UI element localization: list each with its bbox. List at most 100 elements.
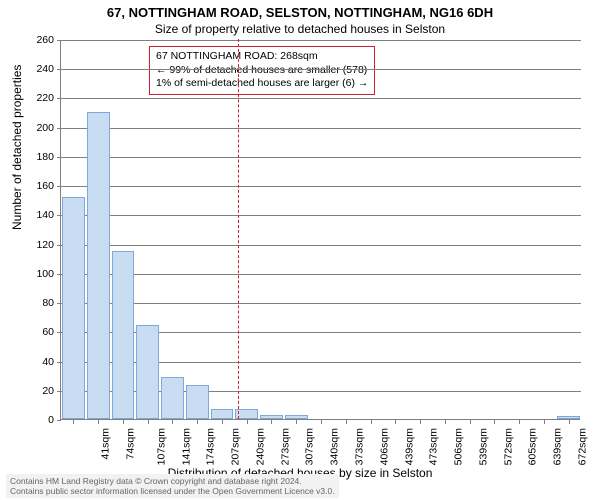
attribution-text: Contains HM Land Registry data © Crown c…: [6, 474, 339, 498]
xtick-label: 539sqm: [477, 428, 489, 465]
xtick-label: 506sqm: [452, 428, 464, 465]
xtick-mark: [172, 420, 173, 424]
ytick-label: 240: [24, 63, 54, 75]
xtick-mark: [271, 420, 272, 424]
xtick-mark: [148, 420, 149, 424]
gridline-h: [61, 128, 581, 129]
xtick-label: 672sqm: [576, 428, 588, 465]
chart-title-sub: Size of property relative to detached ho…: [0, 22, 600, 36]
annotation-line: ← 99% of detached houses are smaller (57…: [156, 64, 368, 78]
ytick-label: 180: [24, 151, 54, 163]
ytick-label: 200: [24, 122, 54, 134]
ytick-mark: [57, 332, 61, 333]
histogram-bar: [260, 415, 283, 419]
ytick-mark: [57, 274, 61, 275]
attribution-line-1: Contains HM Land Registry data © Crown c…: [10, 476, 335, 486]
annotation-line: 67 NOTTINGHAM ROAD: 268sqm: [156, 50, 368, 64]
xtick-mark: [73, 420, 74, 424]
y-axis-label: Number of detached properties: [10, 65, 24, 230]
ytick-label: 20: [24, 385, 54, 397]
ytick-label: 160: [24, 180, 54, 192]
ytick-mark: [57, 215, 61, 216]
ytick-label: 80: [24, 297, 54, 309]
ytick-mark: [57, 98, 61, 99]
xtick-mark: [420, 420, 421, 424]
reference-line: [238, 39, 239, 419]
xtick-label: 74sqm: [125, 428, 137, 460]
gridline-h: [61, 69, 581, 70]
xtick-label: 439sqm: [403, 428, 415, 465]
xtick-label: 107sqm: [155, 428, 167, 465]
gridline-h: [61, 274, 581, 275]
xtick-label: 639sqm: [551, 428, 563, 465]
gridline-h: [61, 245, 581, 246]
ytick-mark: [57, 69, 61, 70]
xtick-label: 207sqm: [230, 428, 242, 465]
ytick-label: 0: [24, 414, 54, 426]
xtick-label: 273sqm: [279, 428, 291, 465]
xtick-label: 141sqm: [180, 428, 192, 465]
ytick-mark: [57, 40, 61, 41]
chart-title-main: 67, NOTTINGHAM ROAD, SELSTON, NOTTINGHAM…: [0, 5, 600, 20]
ytick-label: 220: [24, 92, 54, 104]
xtick-mark: [197, 420, 198, 424]
xtick-label: 240sqm: [254, 428, 266, 465]
chart-container: 67, NOTTINGHAM ROAD, SELSTON, NOTTINGHAM…: [0, 0, 600, 500]
xtick-label: 473sqm: [428, 428, 440, 465]
histogram-bar: [557, 416, 580, 419]
gridline-h: [61, 98, 581, 99]
xtick-label: 572sqm: [502, 428, 514, 465]
ytick-mark: [57, 420, 61, 421]
xtick-mark: [296, 420, 297, 424]
ytick-mark: [57, 391, 61, 392]
histogram-bar: [186, 385, 209, 419]
xtick-mark: [371, 420, 372, 424]
ytick-mark: [57, 186, 61, 187]
gridline-h: [61, 186, 581, 187]
xtick-mark: [519, 420, 520, 424]
annotation-box: 67 NOTTINGHAM ROAD: 268sqm← 99% of detac…: [149, 46, 375, 95]
ytick-mark: [57, 362, 61, 363]
xtick-mark: [544, 420, 545, 424]
xtick-label: 41sqm: [100, 428, 112, 460]
xtick-label: 340sqm: [329, 428, 341, 465]
ytick-mark: [57, 245, 61, 246]
xtick-mark: [247, 420, 248, 424]
xtick-mark: [494, 420, 495, 424]
histogram-bar: [112, 251, 135, 419]
gridline-h: [61, 215, 581, 216]
xtick-label: 406sqm: [378, 428, 390, 465]
ytick-label: 140: [24, 209, 54, 221]
ytick-label: 100: [24, 268, 54, 280]
ytick-mark: [57, 303, 61, 304]
ytick-label: 40: [24, 356, 54, 368]
ytick-label: 260: [24, 34, 54, 46]
gridline-h: [61, 157, 581, 158]
histogram-bar: [87, 112, 110, 419]
xtick-mark: [321, 420, 322, 424]
histogram-bar: [211, 409, 234, 419]
xtick-mark: [123, 420, 124, 424]
xtick-mark: [445, 420, 446, 424]
ytick-label: 60: [24, 326, 54, 338]
gridline-h: [61, 40, 581, 41]
xtick-mark: [395, 420, 396, 424]
xtick-mark: [222, 420, 223, 424]
xtick-mark: [569, 420, 570, 424]
histogram-bar: [285, 415, 308, 419]
xtick-label: 373sqm: [353, 428, 365, 465]
ytick-mark: [57, 157, 61, 158]
xtick-mark: [98, 420, 99, 424]
xtick-mark: [346, 420, 347, 424]
xtick-mark: [470, 420, 471, 424]
histogram-bar: [161, 377, 184, 419]
histogram-bar: [136, 325, 159, 419]
ytick-label: 120: [24, 239, 54, 251]
attribution-line-2: Contains public sector information licen…: [10, 486, 335, 496]
xtick-label: 605sqm: [527, 428, 539, 465]
gridline-h: [61, 303, 581, 304]
xtick-label: 307sqm: [304, 428, 316, 465]
histogram-bar: [62, 197, 85, 419]
plot-area: 67 NOTTINGHAM ROAD: 268sqm← 99% of detac…: [60, 40, 580, 420]
annotation-line: 1% of semi-detached houses are larger (6…: [156, 77, 368, 91]
